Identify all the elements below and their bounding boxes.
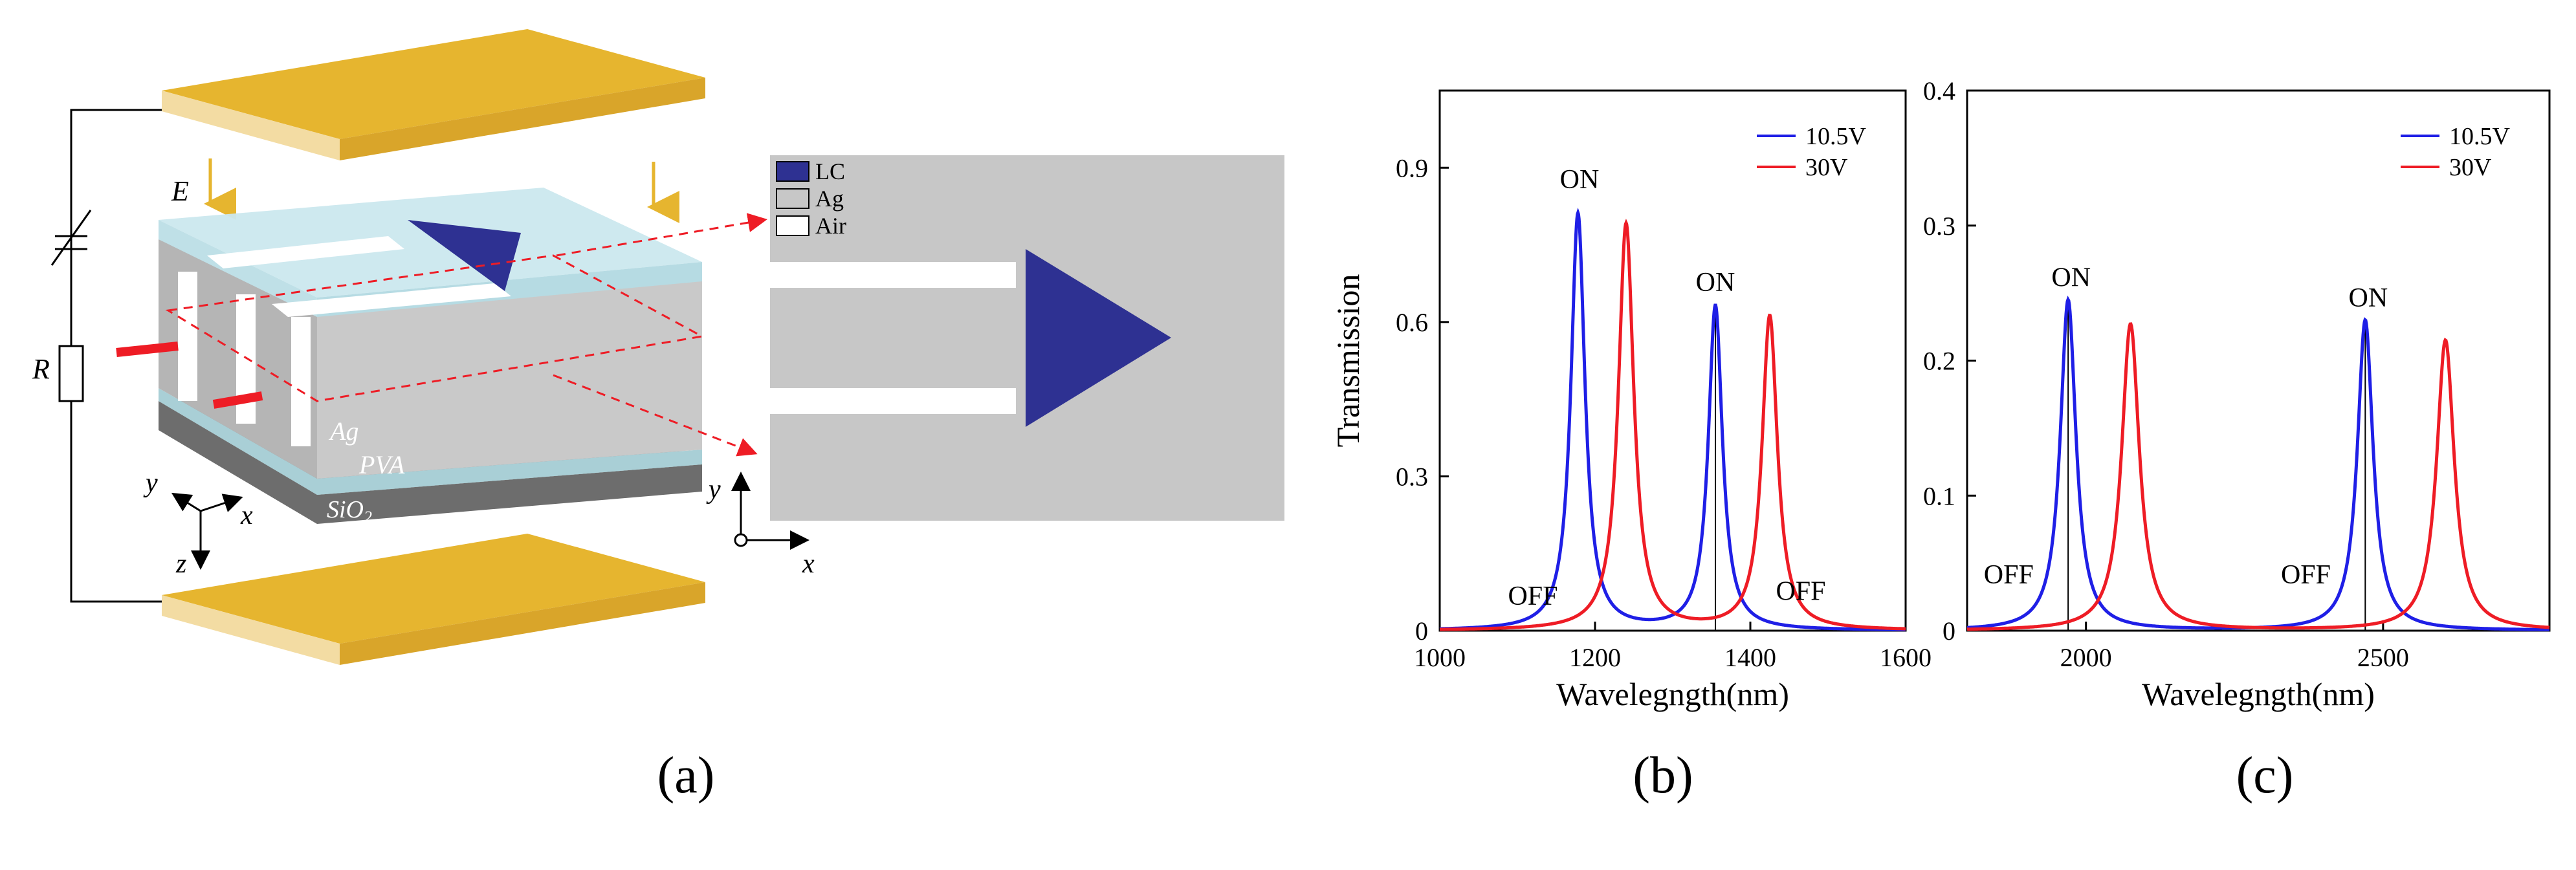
axes-2d [731,472,809,550]
annotation: OFF [1508,582,1558,611]
annotation: ON [2349,283,2388,313]
plot-frame [1438,89,1907,632]
x-tick-label: 1000 [1414,643,1466,672]
annotation: ON [1560,165,1600,195]
axis-x-2d: x [802,549,815,579]
y-tick-label: 0.3 [1923,212,1955,241]
legend-lc: LC [815,158,845,184]
y-axis-label: Transmission [1330,274,1366,448]
axis-y-3d: y [143,468,158,498]
annotation: ON [2051,263,2091,293]
legend-label: 30V [1805,154,1848,181]
x-tick-label: 1600 [1880,643,1932,672]
panel-label-c: (c) [2236,747,2294,804]
x-tick-label: 1400 [1724,643,1776,672]
series-line-10.5v [1967,295,2549,631]
panel-label-b: (b) [1633,747,1693,804]
axis-x-3d: x [240,501,253,530]
y-tick-label: 0.9 [1396,153,1428,182]
axis-z-3d: z [175,549,186,579]
annotation: OFF [1984,560,2034,590]
y-tick-label: 0.3 [1396,462,1428,491]
series-line-30v [1440,219,1906,631]
panel-label-a: (a) [657,747,715,804]
cross-section: LC Ag Air y x [706,155,1284,579]
y-tick-label: 0 [1415,616,1428,646]
y-tick-label: 0.4 [1923,76,1955,105]
x-tick-label: 2000 [2060,643,2112,672]
bottom-electrode [162,534,705,665]
lc-triangle [1026,249,1171,427]
chart-b: 1000 1200 1400 1600 0 0.3 0.6 0.9 10.5V 30V ON ON OF… [1330,89,1932,712]
circuit [50,109,162,603]
ag-layer-label: Ag [328,417,358,446]
sio2-layer-label: SiO2 [327,496,372,527]
top-electrode [162,29,705,160]
annotation: ON [1696,268,1735,298]
axes-3d [171,492,243,570]
y-tick-label: 0 [1943,616,1955,646]
chart-c: 2000 2500 0 0.1 0.2 0.3 0.4 10.5V 30V ON ON OFF OFF W… [1923,76,2551,712]
y-tick-label: 0.1 [1923,481,1955,510]
legend-label: 30V [2449,154,2492,181]
x-tick-label: 1200 [1569,643,1621,672]
x-tick-label: 2500 [2357,643,2409,672]
resistor-label: R [32,353,50,385]
legend-air: Air [815,213,846,239]
legend-label: 10.5V [2449,123,2511,150]
pva-layer-label: PVA [358,450,405,479]
y-tick-label: 0.2 [1923,347,1955,376]
field-label: E [171,175,189,207]
legend-ag: Ag [815,186,844,212]
axis-y-2d: y [706,475,721,505]
schematic-3d: R E [32,29,767,665]
y-tick-label: 0.6 [1396,308,1428,337]
legend-label: 10.5V [1805,123,1867,150]
lc-triangle-3d [408,220,521,291]
annotation: OFF [1776,576,1825,606]
x-axis-label: Wavelegngth(nm) [2142,676,2375,712]
annotation: OFF [2281,560,2331,590]
series-line-10.5v [1439,207,1906,632]
x-axis-label: Wavelegngth(nm) [1556,676,1789,712]
cross-section-legend: LC Ag Air [776,158,846,239]
series-line-30v [1966,322,2550,631]
device-block [116,188,705,524]
